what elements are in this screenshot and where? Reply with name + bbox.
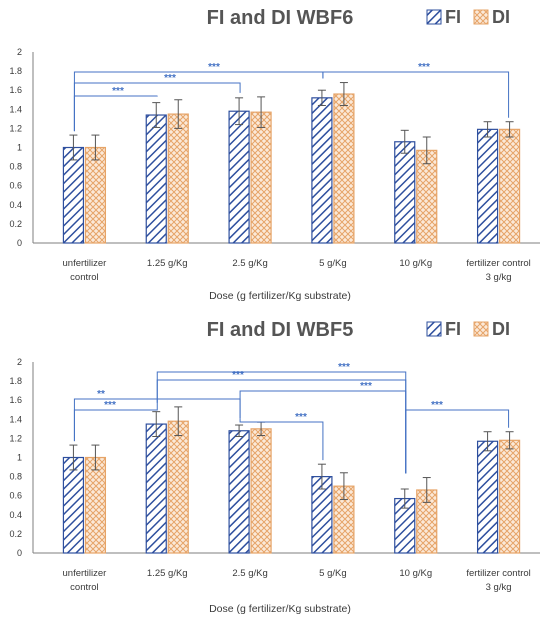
- bar-di: [416, 149, 438, 244]
- bar-di: [84, 456, 107, 554]
- x-category-label: unfertilizer: [63, 568, 107, 579]
- significance-label: ***: [431, 400, 443, 411]
- legend-swatch-di: [473, 9, 489, 25]
- y-tick-label: 2: [17, 47, 22, 57]
- significance-bracket: [322, 71, 510, 118]
- bar-fi: [62, 456, 85, 554]
- significance-label: ***: [208, 62, 220, 73]
- significance-bracket: [405, 409, 510, 474]
- y-tick-label: 0: [17, 548, 22, 558]
- y-tick-label: 1.6: [9, 85, 22, 95]
- bar-fi: [62, 146, 85, 244]
- x-category-label: 10 g/Kg: [399, 258, 432, 269]
- legend-label-fi: FI: [445, 319, 461, 339]
- x-category-label: 1.25 g/Kg: [147, 258, 188, 269]
- legend-swatch-fi: [426, 9, 442, 25]
- bar-di: [167, 420, 189, 554]
- x-axis-title: Dose (g fertilizer/Kg substrate): [209, 603, 351, 615]
- y-tick-label: 1: [17, 453, 22, 463]
- x-category-label: 2.5 g/Kg: [232, 568, 267, 579]
- chart-title: FI and DI WBF6: [207, 7, 354, 29]
- bar-fi: [228, 430, 250, 554]
- bar-di: [498, 128, 521, 244]
- y-tick-label: 0: [17, 238, 22, 248]
- legend-label-fi: FI: [445, 7, 461, 27]
- x-axis-title: Dose (g fertilizer/Kg substrate): [209, 290, 351, 302]
- bar-di: [250, 428, 272, 554]
- significance-label: ***: [232, 370, 244, 381]
- bar-di: [498, 439, 521, 554]
- bar-di: [250, 111, 272, 244]
- x-category-label: 2.5 g/Kg: [232, 258, 267, 269]
- significance-bracket: [73, 71, 324, 132]
- y-tick-label: 0.2: [9, 529, 22, 539]
- y-tick-label: 1.4: [9, 104, 22, 114]
- bar-di: [167, 113, 189, 244]
- y-tick-label: 1.8: [9, 376, 22, 386]
- x-category-label: fertilizer control: [466, 568, 530, 579]
- y-tick-label: 1.2: [9, 433, 22, 443]
- bar-fi: [145, 114, 167, 244]
- significance-label: ***: [338, 362, 350, 373]
- x-category-label: 1.25 g/Kg: [147, 568, 188, 579]
- significance-label: ***: [360, 381, 372, 392]
- significance-bracket: [73, 95, 158, 132]
- y-tick-label: 0.6: [9, 181, 22, 191]
- significance-label: ***: [112, 86, 124, 97]
- x-category-label: control: [70, 272, 99, 283]
- legend-swatch-fi: [426, 321, 442, 337]
- significance-bracket: [156, 379, 407, 474]
- significance-label: ***: [418, 62, 430, 73]
- x-category-label: fertilizer control: [466, 258, 530, 269]
- y-tick-label: 0.6: [9, 491, 22, 501]
- bar-di: [333, 93, 355, 244]
- x-category-label: 5 g/Kg: [319, 568, 346, 579]
- bar-fi: [145, 423, 167, 554]
- bar-fi: [476, 440, 499, 554]
- x-category-label: 3 g/kg: [486, 582, 512, 593]
- bar-fi: [311, 97, 333, 244]
- chart-title: FI and DI WBF5: [207, 319, 354, 341]
- y-tick-label: 1.4: [9, 414, 22, 424]
- legend-label-di: DI: [492, 319, 510, 339]
- bar-di: [84, 146, 107, 244]
- x-category-label: 10 g/Kg: [399, 568, 432, 579]
- y-tick-label: 2: [17, 357, 22, 367]
- bar-fi: [228, 110, 250, 244]
- legend-label-di: DI: [492, 7, 510, 27]
- significance-label: ***: [104, 400, 116, 411]
- y-tick-label: 1.8: [9, 66, 22, 76]
- significance-label: ***: [295, 412, 307, 423]
- bar-fi: [476, 128, 499, 244]
- bar-fi: [394, 141, 416, 244]
- significance-bracket: [239, 418, 324, 461]
- significance-label: ***: [164, 73, 176, 84]
- y-tick-label: 0.8: [9, 162, 22, 172]
- y-tick-label: 0.2: [9, 219, 22, 229]
- legend-swatch-di: [473, 321, 489, 337]
- y-tick-label: 1.2: [9, 123, 22, 133]
- x-category-label: 5 g/Kg: [319, 258, 346, 269]
- y-tick-label: 0.8: [9, 472, 22, 482]
- x-category-label: 3 g/kg: [486, 272, 512, 283]
- x-category-label: unfertilizer: [63, 258, 107, 269]
- y-tick-label: 0.4: [9, 200, 22, 210]
- x-category-label: control: [70, 582, 99, 593]
- y-tick-label: 1.6: [9, 395, 22, 405]
- significance-label: **: [97, 389, 105, 400]
- y-tick-label: 1: [17, 143, 22, 153]
- y-tick-label: 0.4: [9, 510, 22, 520]
